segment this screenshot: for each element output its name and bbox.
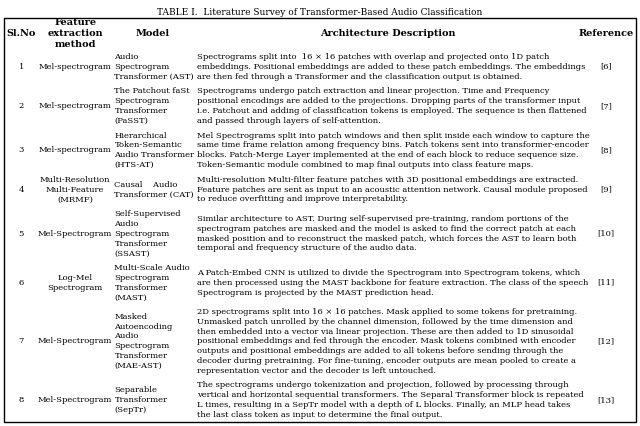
Text: Audio
Spectrogram
Transformer (AST): Audio Spectrogram Transformer (AST) [115, 53, 194, 81]
Bar [582, 128, 630, 173]
Text: [9]: [9] [600, 186, 612, 193]
Text: [12]: [12] [597, 337, 614, 345]
Text: 7: 7 [19, 337, 24, 345]
Text: Architecture Description: Architecture Description [320, 29, 456, 38]
Text: [8]: [8] [600, 146, 612, 154]
Bar [39, 84, 111, 128]
Text: The spectrograms undergo tokenization and projection, followed by processing thr: The spectrograms undergo tokenization an… [196, 381, 583, 419]
Bar [4, 173, 39, 207]
Bar [111, 207, 193, 261]
Text: Mel-spectrogram: Mel-spectrogram [39, 102, 111, 110]
Text: Spectrograms undergo patch extraction and linear projection. Time and Frequency
: Spectrograms undergo patch extraction an… [196, 87, 586, 125]
Text: Reference: Reference [579, 29, 634, 38]
Text: [13]: [13] [597, 396, 614, 404]
Bar [111, 128, 193, 173]
Text: Mel-Spectrogram: Mel-Spectrogram [38, 230, 112, 238]
Bar [193, 261, 582, 305]
Text: 2: 2 [19, 102, 24, 110]
Text: 6: 6 [19, 279, 24, 287]
Text: 4: 4 [19, 186, 24, 193]
Text: Mel-spectrogram: Mel-spectrogram [39, 63, 111, 71]
Text: Similar architecture to AST. During self-supervised pre-training, random portion: Similar architecture to AST. During self… [196, 215, 576, 253]
Bar [582, 207, 630, 261]
Bar [111, 173, 193, 207]
Bar [111, 84, 193, 128]
Text: 3: 3 [19, 146, 24, 154]
Text: Mel Spectrograms split into patch windows and then split inside each window to c: Mel Spectrograms split into patch window… [196, 132, 589, 169]
Bar [4, 49, 39, 84]
Bar [39, 128, 111, 173]
Text: Multi-resolution Multi-filter feature patches with 3D positional embeddings are : Multi-resolution Multi-filter feature pa… [196, 176, 588, 203]
Text: Mel-Spectrogram: Mel-Spectrogram [38, 337, 112, 345]
Text: Model: Model [136, 29, 170, 38]
Text: 1: 1 [19, 63, 24, 71]
Bar [4, 207, 39, 261]
Text: Causal    Audio
Transformer (CAT): Causal Audio Transformer (CAT) [115, 181, 194, 199]
Bar [582, 84, 630, 128]
Text: Spectrograms split into  16 × 16 patches with overlap and projected onto 1D patc: Spectrograms split into 16 × 16 patches … [196, 53, 585, 81]
Text: Mel-Spectrogram: Mel-Spectrogram [38, 396, 112, 404]
Bar [111, 49, 193, 84]
Bar [193, 18, 582, 49]
Bar [582, 305, 630, 378]
Bar [111, 378, 193, 422]
Bar [39, 173, 111, 207]
Bar [39, 18, 111, 49]
Bar [193, 84, 582, 128]
Bar [4, 18, 39, 49]
Text: Log-Mel
Spectrogram: Log-Mel Spectrogram [47, 274, 103, 292]
Bar [39, 49, 111, 84]
Bar [39, 305, 111, 378]
Bar [111, 305, 193, 378]
Text: The Patchout faSt
Spectrogram
Transformer
(PaSST): The Patchout faSt Spectrogram Transforme… [115, 87, 190, 125]
Bar [193, 207, 582, 261]
Text: [7]: [7] [600, 102, 612, 110]
Bar [582, 378, 630, 422]
Text: Sl.No: Sl.No [6, 29, 36, 38]
Bar [582, 49, 630, 84]
Text: A Patch-Embed CNN is utilized to divide the Spectrogram into Spectrogram tokens,: A Patch-Embed CNN is utilized to divide … [196, 269, 588, 296]
Bar [193, 49, 582, 84]
Bar [39, 261, 111, 305]
Bar [111, 18, 193, 49]
Bar [4, 261, 39, 305]
Bar [39, 378, 111, 422]
Text: [11]: [11] [597, 279, 614, 287]
Bar [582, 18, 630, 49]
Text: Multi-Scale Audio
Spectrogram
Transformer
(MAST): Multi-Scale Audio Spectrogram Transforme… [115, 264, 190, 302]
Text: [10]: [10] [597, 230, 614, 238]
Text: Multi-Resolution
Multi-Feature
(MRMF): Multi-Resolution Multi-Feature (MRMF) [40, 176, 110, 203]
Bar [193, 173, 582, 207]
Text: 8: 8 [19, 396, 24, 404]
Text: Separable
Transformer
(SepTr): Separable Transformer (SepTr) [115, 386, 168, 414]
Bar [582, 173, 630, 207]
Text: Hierarchical
Token-Semantic
Audio Transformer
(HTS-AT): Hierarchical Token-Semantic Audio Transf… [115, 132, 195, 169]
Bar [4, 84, 39, 128]
Bar [4, 305, 39, 378]
Bar [193, 378, 582, 422]
Text: Self-Supervised
Audio
Spectrogram
Transformer
(SSAST): Self-Supervised Audio Spectrogram Transf… [115, 210, 181, 257]
Bar [193, 128, 582, 173]
Text: 2D spectrograms split into 16 × 16 patches. Mask applied to some tokens for pret: 2D spectrograms split into 16 × 16 patch… [196, 308, 577, 375]
Text: 5: 5 [19, 230, 24, 238]
Text: Mel-spectrogram: Mel-spectrogram [39, 146, 111, 154]
Bar [193, 305, 582, 378]
Text: TABLE I.  Literature Survey of Transformer-Based Audio Classification: TABLE I. Literature Survey of Transforme… [157, 8, 483, 17]
Bar [4, 128, 39, 173]
Text: [6]: [6] [600, 63, 612, 71]
Bar [39, 207, 111, 261]
Bar [111, 261, 193, 305]
Bar [4, 378, 39, 422]
Text: Feature
extraction
method: Feature extraction method [47, 18, 103, 49]
Bar [582, 261, 630, 305]
Text: Masked
Autoencoding
Audio
Spectrogram
Transformer
(MAE-AST): Masked Autoencoding Audio Spectrogram Tr… [115, 313, 173, 370]
